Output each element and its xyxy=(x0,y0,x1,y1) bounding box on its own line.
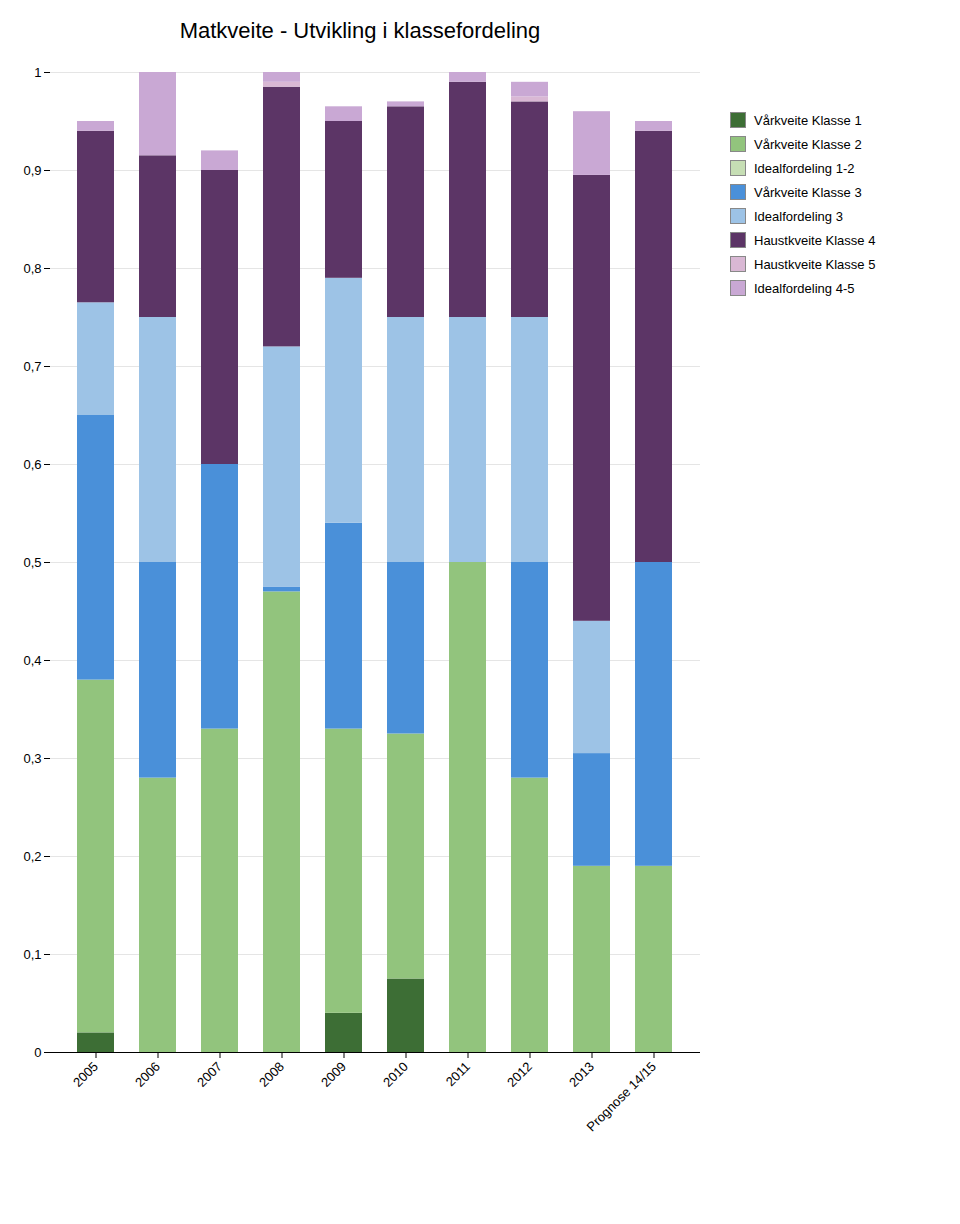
svg-text:0,3: 0,3 xyxy=(23,751,41,766)
svg-text:0,6: 0,6 xyxy=(23,457,41,472)
svg-text:2006: 2006 xyxy=(132,1059,163,1090)
html-text:Idealfordeling 4-5: Idealfordeling 4-5 xyxy=(754,280,855,296)
svg-text:2010: 2010 xyxy=(380,1059,411,1090)
html-text:Vårkveite Klasse 1: Vårkveite Klasse 1 xyxy=(754,112,862,128)
svg-text:2013: 2013 xyxy=(566,1059,597,1090)
html-text:Vårkveite Klasse 3: Vårkveite Klasse 3 xyxy=(754,184,862,200)
svg-text:2009: 2009 xyxy=(318,1059,349,1090)
svg-text:0,1: 0,1 xyxy=(23,947,41,962)
html-text:Haustkveite Klasse 5: Haustkveite Klasse 5 xyxy=(754,256,876,272)
svg-text:1: 1 xyxy=(34,65,41,80)
html-text:Haustkveite Klasse 4: Haustkveite Klasse 4 xyxy=(754,232,876,248)
html-text:Idealfordeling 1-2: Idealfordeling 1-2 xyxy=(754,160,855,176)
svg-text:2005: 2005 xyxy=(70,1059,101,1090)
html-text:Idealfordeling 3: Idealfordeling 3 xyxy=(754,208,843,224)
svg-text:2011: 2011 xyxy=(443,1059,473,1089)
svg-text:0,4: 0,4 xyxy=(23,653,41,668)
svg-text:0,2: 0,2 xyxy=(23,849,41,864)
svg-text:2008: 2008 xyxy=(256,1059,287,1090)
svg-text:0: 0 xyxy=(34,1045,41,1060)
svg-text:Prognose 14/15: Prognose 14/15 xyxy=(584,1059,660,1135)
svg-text:0,8: 0,8 xyxy=(23,261,41,276)
svg-text:0,5: 0,5 xyxy=(23,555,41,570)
svg-text:0,7: 0,7 xyxy=(23,359,41,374)
svg-text:2012: 2012 xyxy=(504,1059,535,1090)
svg-text:0,9: 0,9 xyxy=(23,163,41,178)
html-text:Matkveite - Utvikling i klasse: Matkveite - Utvikling i klassefordeling xyxy=(179,18,541,43)
svg-text:2007: 2007 xyxy=(194,1059,225,1090)
html-text:Vårkveite Klasse 2: Vårkveite Klasse 2 xyxy=(754,136,862,152)
